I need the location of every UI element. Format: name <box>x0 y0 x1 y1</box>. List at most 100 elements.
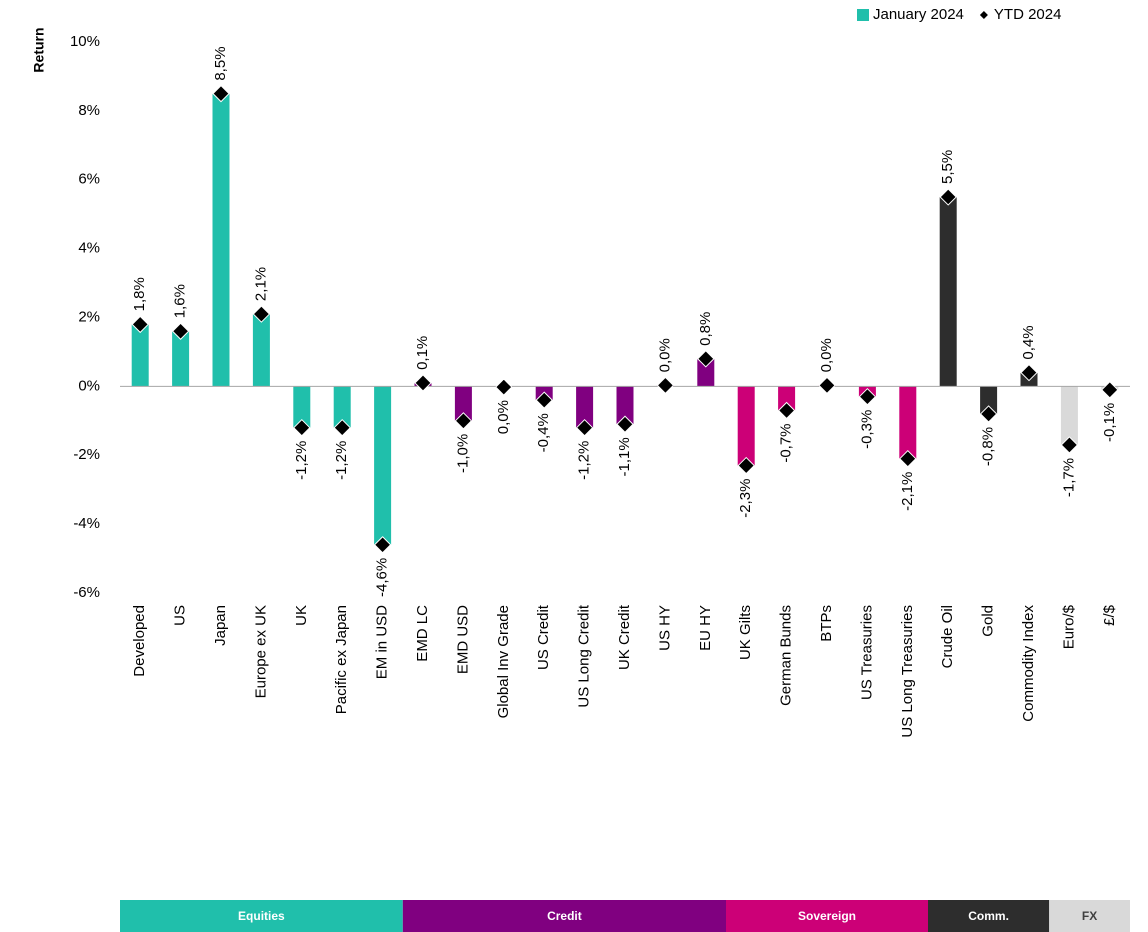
bar <box>252 314 270 387</box>
data-label: -1,7% <box>1060 458 1077 497</box>
marker <box>858 387 877 406</box>
x-tick-label: EU HY <box>697 605 714 651</box>
group-label: FX <box>1082 909 1097 923</box>
marker <box>252 305 271 323</box>
x-tick-label: US Long Treasuries <box>899 605 916 738</box>
data-label: 1,6% <box>172 284 189 318</box>
data-label: 0,0% <box>818 338 835 372</box>
legend-label: YTD 2024 <box>994 6 1062 23</box>
x-tick-label: UK Gilts <box>737 605 754 660</box>
marker <box>495 378 513 396</box>
bar <box>576 386 594 428</box>
y-tick-label: 10% <box>70 33 100 50</box>
data-label: -1,0% <box>454 434 471 473</box>
x-tick-label: Pacific ex Japan <box>333 605 350 714</box>
x-tick-label: Crude Oil <box>939 605 956 668</box>
x-tick-label: Developed <box>131 605 148 677</box>
y-axis-label: Return <box>31 27 47 72</box>
y-tick-label: 2% <box>78 308 100 325</box>
x-tick-label: BTPs <box>818 605 835 642</box>
x-tick-label: US Credit <box>535 604 552 670</box>
marker <box>293 418 311 437</box>
bar <box>939 196 957 387</box>
bar <box>131 324 149 387</box>
marker <box>979 405 998 423</box>
legend-label: January 2024 <box>873 6 964 23</box>
data-label: 0,0% <box>656 338 673 372</box>
data-label: -1,2% <box>333 441 350 480</box>
marker <box>939 188 957 206</box>
marker <box>373 536 392 554</box>
y-tick-label: -2% <box>73 446 100 463</box>
data-label: 8,5% <box>212 46 229 80</box>
bar <box>172 331 190 387</box>
bar <box>737 386 755 466</box>
y-tick-label: 4% <box>78 240 100 257</box>
x-tick-label: US Long Credit <box>576 604 593 707</box>
bar <box>374 386 392 545</box>
marker <box>697 350 715 368</box>
marker <box>212 84 230 103</box>
marker <box>777 401 796 420</box>
data-label: -2,3% <box>737 479 754 518</box>
bar <box>980 386 998 414</box>
x-tick-label: Euro/$ <box>1060 604 1077 649</box>
x-tick-label: Commodity Index <box>1020 605 1037 722</box>
x-tick-label: Gold <box>980 605 997 637</box>
data-label: -0,8% <box>980 427 997 466</box>
y-tick-label: -4% <box>73 515 100 532</box>
marker <box>535 391 553 409</box>
marker <box>575 418 594 437</box>
x-tick-label: US <box>172 605 189 626</box>
x-tick-label: German Bunds <box>778 605 795 706</box>
data-label: -4,6% <box>374 558 391 597</box>
bar <box>778 386 796 411</box>
x-tick-label: UK Credit <box>616 604 633 670</box>
bar <box>454 386 472 421</box>
data-label: 5,5% <box>939 150 956 184</box>
data-label: -2,1% <box>899 472 916 511</box>
group-band <box>1049 900 1130 932</box>
data-label: -1,2% <box>576 441 593 480</box>
bar <box>616 386 634 425</box>
marker <box>1020 363 1038 382</box>
group-band <box>726 900 928 932</box>
x-tick-label: Global Inv Grade <box>495 605 512 718</box>
data-label: -0,3% <box>858 410 875 449</box>
data-label: 0,0% <box>495 400 512 434</box>
marker <box>656 376 675 395</box>
data-label: -0,1% <box>1101 403 1118 442</box>
data-label: -0,7% <box>778 423 795 462</box>
marker <box>899 449 917 468</box>
group-label: Comm. <box>968 909 1009 923</box>
marker <box>333 418 351 437</box>
group-label: Sovereign <box>798 909 856 923</box>
x-tick-label: £/$ <box>1101 604 1118 626</box>
x-tick-label: UK <box>293 605 310 626</box>
data-label: 0,1% <box>414 336 431 370</box>
data-label: 0,8% <box>697 312 714 346</box>
marker <box>454 412 473 430</box>
group-band <box>402 900 726 932</box>
x-tick-label: Japan <box>212 605 229 646</box>
data-label: 0,4% <box>1020 325 1037 359</box>
bar <box>1060 386 1078 445</box>
x-tick-label: Europe ex UK <box>252 605 269 698</box>
group-label: Equities <box>238 909 285 923</box>
x-tick-label: EM in USD <box>374 605 391 679</box>
marker <box>1060 436 1079 454</box>
marker <box>414 374 432 392</box>
group-band <box>928 900 1050 932</box>
marker <box>171 322 190 340</box>
x-tick-label: EMD USD <box>454 605 471 674</box>
y-tick-label: 0% <box>78 377 100 394</box>
y-tick-label: 8% <box>78 102 100 119</box>
marker <box>737 456 755 475</box>
data-label: 1,8% <box>131 277 148 311</box>
bar <box>697 358 715 387</box>
marker <box>1101 381 1119 399</box>
x-tick-label: EMD LC <box>414 605 431 662</box>
data-label: 2,1% <box>252 267 269 301</box>
y-tick-label: -6% <box>73 584 100 601</box>
